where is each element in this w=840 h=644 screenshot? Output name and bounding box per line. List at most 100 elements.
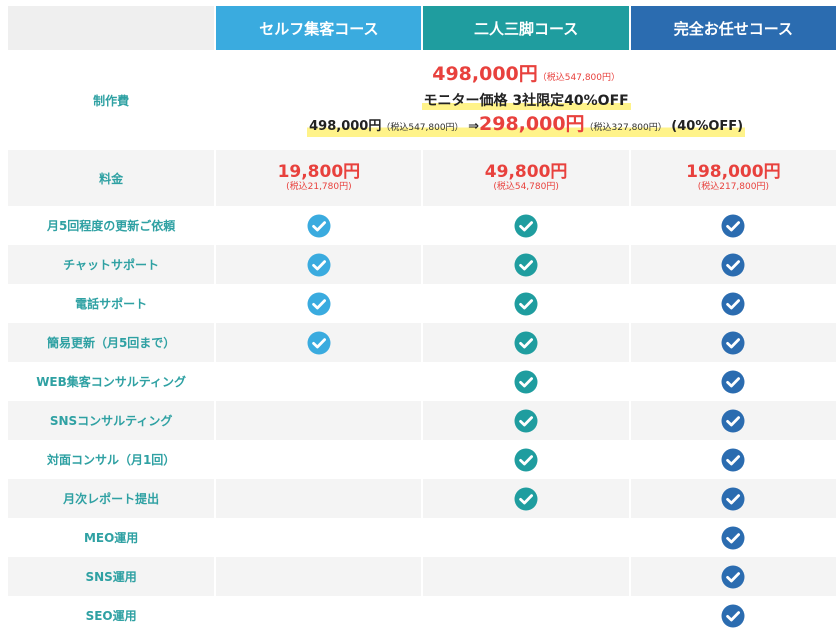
monitor-price-note: モニター価格 3社限定40%OFF [421, 92, 631, 111]
old-price-tax: （税込547,800円） [381, 123, 464, 134]
feature-cell-self [216, 245, 422, 284]
feature-cell-tandem [423, 401, 629, 440]
feature-cell-full [630, 518, 836, 557]
feature-cell-tandem [423, 284, 629, 323]
feature-label: チャットサポート [8, 245, 215, 284]
feature-cell-self [216, 440, 422, 479]
check-icon [514, 409, 538, 433]
feature-label: 電話サポート [8, 284, 215, 323]
check-icon [307, 214, 331, 238]
check-icon [307, 253, 331, 277]
header-plan-full: 完全お任せコース [630, 6, 836, 50]
price-cell-full: 198,000円 (税込217,800円) [630, 150, 836, 206]
row-production-fee: 制作費 498,000円（税込547,800円） モニター価格 3社限定40%O… [8, 50, 836, 150]
header-row: セルフ集客コース 二人三脚コース 完全お任せコース [8, 6, 836, 50]
feature-row: 月次レポート提出 [8, 479, 836, 518]
discount-rate: (40%OFF) [671, 119, 744, 135]
check-icon [721, 604, 745, 628]
feature-cell-tandem [423, 440, 629, 479]
feature-row: 電話サポート [8, 284, 836, 323]
check-icon [514, 331, 538, 355]
feature-row: WEB集客コンサルティング [8, 362, 836, 401]
feature-cell-full [630, 245, 836, 284]
arrow-icon: ⇒ [468, 119, 479, 135]
row-monthly-price: 料金 19,800円 (税込21,780円) 49,800円 (税込54,780… [8, 150, 836, 206]
feature-cell-full [630, 362, 836, 401]
check-icon [514, 292, 538, 316]
check-icon [721, 526, 745, 550]
feature-cell-full [630, 557, 836, 596]
header-plan-self: セルフ集客コース [216, 6, 422, 50]
header-blank-cell [8, 6, 215, 50]
feature-cell-self [216, 323, 422, 362]
feature-cell-self [216, 518, 422, 557]
feature-label: MEO運用 [8, 518, 215, 557]
feature-cell-tandem [423, 596, 629, 635]
check-icon [721, 565, 745, 589]
feature-cell-full [630, 284, 836, 323]
feature-cell-self [216, 362, 422, 401]
price-self: 19,800円 [277, 161, 361, 182]
feature-label: SNSコンサルティング [8, 401, 215, 440]
row-label: 制作費 [8, 50, 215, 150]
check-icon [721, 331, 745, 355]
check-icon [721, 292, 745, 316]
feature-cell-self [216, 206, 422, 245]
feature-label: 簡易更新（月5回まで） [8, 323, 215, 362]
check-icon [514, 448, 538, 472]
course-comparison-table: セルフ集客コース 二人三脚コース 完全お任せコース 制作費 498,000円（税… [6, 6, 838, 635]
feature-cell-full [630, 401, 836, 440]
feature-cell-self [216, 284, 422, 323]
feature-cell-tandem [423, 479, 629, 518]
feature-cell-full [630, 206, 836, 245]
feature-row: SNSコンサルティング [8, 401, 836, 440]
price-tandem: 49,800円 [484, 161, 568, 182]
feature-row: SEO運用 [8, 596, 836, 635]
feature-row: MEO運用 [8, 518, 836, 557]
feature-label: SNS運用 [8, 557, 215, 596]
check-icon [721, 448, 745, 472]
row-label: 料金 [8, 150, 215, 206]
feature-cell-full [630, 479, 836, 518]
feature-cell-tandem [423, 245, 629, 284]
feature-row: 対面コンサル（月1回） [8, 440, 836, 479]
check-icon [514, 487, 538, 511]
price-cell-tandem: 49,800円 (税込54,780円) [423, 150, 629, 206]
check-icon [307, 292, 331, 316]
feature-cell-tandem [423, 206, 629, 245]
feature-cell-tandem [423, 518, 629, 557]
feature-cell-full [630, 596, 836, 635]
price-full: 198,000円 [686, 161, 781, 182]
check-icon [721, 214, 745, 238]
new-price: 298,000円 [479, 113, 585, 136]
feature-cell-self [216, 479, 422, 518]
price-tandem-tax: (税込54,780円) [493, 182, 559, 193]
feature-cell-full [630, 440, 836, 479]
new-price-tax: （税込327,800円） [584, 123, 667, 134]
check-icon [514, 214, 538, 238]
feature-cell-tandem [423, 362, 629, 401]
header-plan-tandem: 二人三脚コース [423, 6, 629, 50]
check-icon [721, 487, 745, 511]
feature-label: WEB集客コンサルティング [8, 362, 215, 401]
feature-cell-tandem [423, 323, 629, 362]
price-full-tax: (税込217,800円) [697, 182, 769, 193]
price-self-tax: (税込21,780円) [286, 182, 352, 193]
price-cell-self: 19,800円 (税込21,780円) [216, 150, 422, 206]
feature-row: 簡易更新（月5回まで） [8, 323, 836, 362]
feature-row: SNS運用 [8, 557, 836, 596]
feature-row: チャットサポート [8, 245, 836, 284]
fee-price-tax: （税込547,800円） [537, 73, 620, 83]
feature-label: 対面コンサル（月1回） [8, 440, 215, 479]
check-icon [721, 253, 745, 277]
discount-comparison: 498,000円（税込547,800円） ⇒298,000円（税込327,800… [307, 113, 746, 137]
feature-cell-self [216, 557, 422, 596]
feature-label: 月5回程度の更新ご依頼 [8, 206, 215, 245]
feature-cell-tandem [423, 557, 629, 596]
check-icon [721, 409, 745, 433]
old-price: 498,000円 [309, 119, 382, 135]
check-icon [307, 331, 331, 355]
feature-cell-self [216, 596, 422, 635]
feature-label: 月次レポート提出 [8, 479, 215, 518]
